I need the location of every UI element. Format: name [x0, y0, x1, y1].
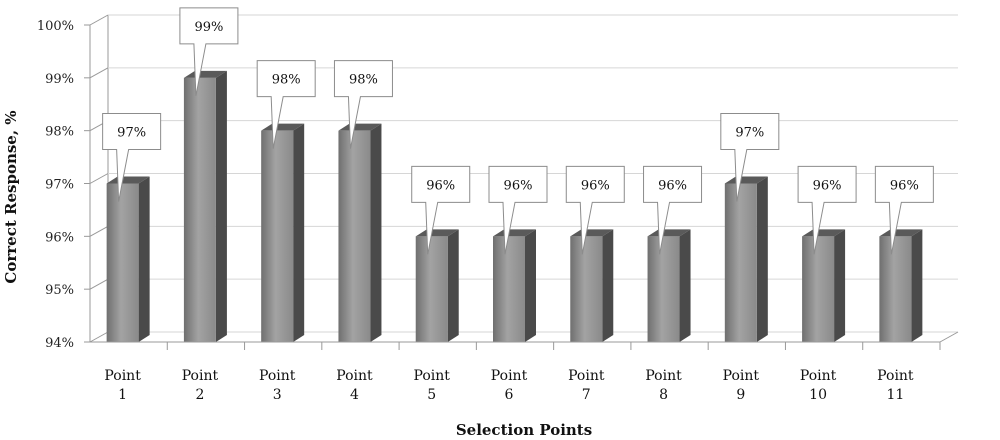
x-tick-label: Point 5	[414, 368, 451, 403]
data-label-text: 96%	[890, 178, 919, 193]
bar-front	[338, 130, 371, 342]
data-label-text: 97%	[735, 126, 764, 141]
y-tick-label: 99%	[45, 72, 74, 87]
data-label-text: 96%	[658, 178, 687, 193]
y-tick-label: 95%	[45, 283, 74, 298]
callout-box	[333, 60, 393, 149]
bar-side	[602, 229, 614, 342]
gridline-depth	[89, 14, 109, 26]
data-label-text: 99%	[194, 20, 223, 35]
bar-side	[756, 176, 768, 342]
data-label-text: 97%	[117, 126, 146, 141]
bar	[261, 123, 305, 343]
data-labels: 97% 99% 98% 98% 96% 96% 96% 96% 97% 96% 96%	[102, 7, 934, 255]
bar	[415, 229, 459, 342]
data-label-text: 96%	[581, 178, 610, 193]
callout-box	[411, 165, 471, 255]
bar-front	[724, 183, 757, 342]
data-label: 98%	[333, 60, 393, 149]
bar-front	[493, 236, 525, 342]
x-tick-label: Point 6	[491, 368, 528, 403]
bars	[106, 70, 923, 343]
bar-front	[183, 77, 216, 342]
x-tick-label: Point 4	[336, 368, 373, 403]
bar	[338, 123, 382, 343]
x-tick-label: Point 9	[723, 368, 760, 403]
data-label-text: 98%	[272, 73, 301, 88]
bar-front	[802, 236, 835, 342]
bar	[106, 176, 150, 342]
callout-box	[256, 60, 316, 149]
y-tick-label: 94%	[45, 336, 74, 351]
bar-side	[215, 70, 227, 342]
bar	[183, 70, 227, 342]
bar	[647, 229, 691, 342]
y-tick-label: 96%	[45, 230, 74, 245]
data-label-text: 96%	[504, 178, 533, 193]
x-tick-label: Point 10	[800, 368, 837, 403]
data-label: 97%	[102, 113, 162, 202]
gridline-depth	[89, 173, 109, 184]
bar	[802, 229, 846, 342]
y-tick-label: 98%	[45, 125, 74, 140]
x-tick-label: Point 2	[182, 368, 219, 403]
data-label: 96%	[565, 165, 625, 255]
callout-box	[179, 7, 239, 96]
y-tick-label: 97%	[45, 178, 74, 193]
bar-side	[525, 229, 536, 342]
y-axis-title: Correct Response, %	[2, 110, 20, 283]
data-label: 98%	[256, 60, 316, 149]
x-tick-label: Point 7	[568, 368, 605, 403]
bar-front	[570, 236, 603, 342]
callout-box	[488, 165, 548, 255]
x-tick-label: Point 8	[645, 368, 682, 403]
x-axis-categories: Point 1 Point 2 Point 3 Point 4 Point 5 Point 6 Poin…	[90, 331, 959, 403]
x-tick-label: Point 11	[877, 368, 914, 403]
data-label: 97%	[720, 113, 780, 202]
x-tick-label: Point 1	[104, 368, 141, 403]
gridline-depth	[89, 67, 109, 79]
bar-side	[447, 229, 459, 342]
x-tick-label: Point 3	[259, 368, 296, 403]
data-label: 96%	[643, 165, 703, 255]
data-label: 99%	[179, 7, 239, 96]
bar	[879, 229, 923, 342]
callout-box	[797, 165, 857, 255]
data-label: 96%	[874, 165, 934, 255]
bar	[570, 229, 614, 342]
bar-side	[834, 229, 846, 342]
data-label: 96%	[411, 165, 471, 255]
bar-front	[647, 236, 680, 342]
bar	[724, 176, 768, 342]
bar-side	[293, 123, 305, 343]
bar-side	[370, 123, 382, 343]
bar-front	[415, 236, 448, 342]
y-tick-label: 100%	[37, 19, 74, 34]
bar-side	[679, 229, 691, 342]
callout-box	[565, 165, 625, 255]
data-label-text: 96%	[813, 178, 842, 193]
gridline-depth	[89, 225, 109, 237]
floor-edge	[939, 331, 959, 343]
callout-box	[720, 113, 780, 202]
data-label-text: 98%	[349, 73, 378, 88]
bar-side	[138, 176, 150, 342]
bar-front	[261, 130, 294, 342]
bar-side	[911, 229, 923, 342]
data-label: 96%	[488, 165, 548, 255]
data-label-text: 96%	[426, 178, 455, 193]
gridline-depth	[89, 331, 109, 343]
bar-front	[879, 236, 912, 342]
bar	[493, 229, 536, 342]
callout-box	[643, 165, 703, 255]
y-axis-ticks: 94% 95% 96% 97% 98% 99% 100%	[37, 19, 91, 351]
gridline-depth	[89, 278, 109, 290]
bar-front	[106, 183, 139, 342]
callout-box	[874, 165, 934, 255]
x-axis-title: Selection Points	[456, 421, 592, 439]
callout-box	[102, 113, 162, 202]
data-label: 96%	[797, 165, 857, 255]
